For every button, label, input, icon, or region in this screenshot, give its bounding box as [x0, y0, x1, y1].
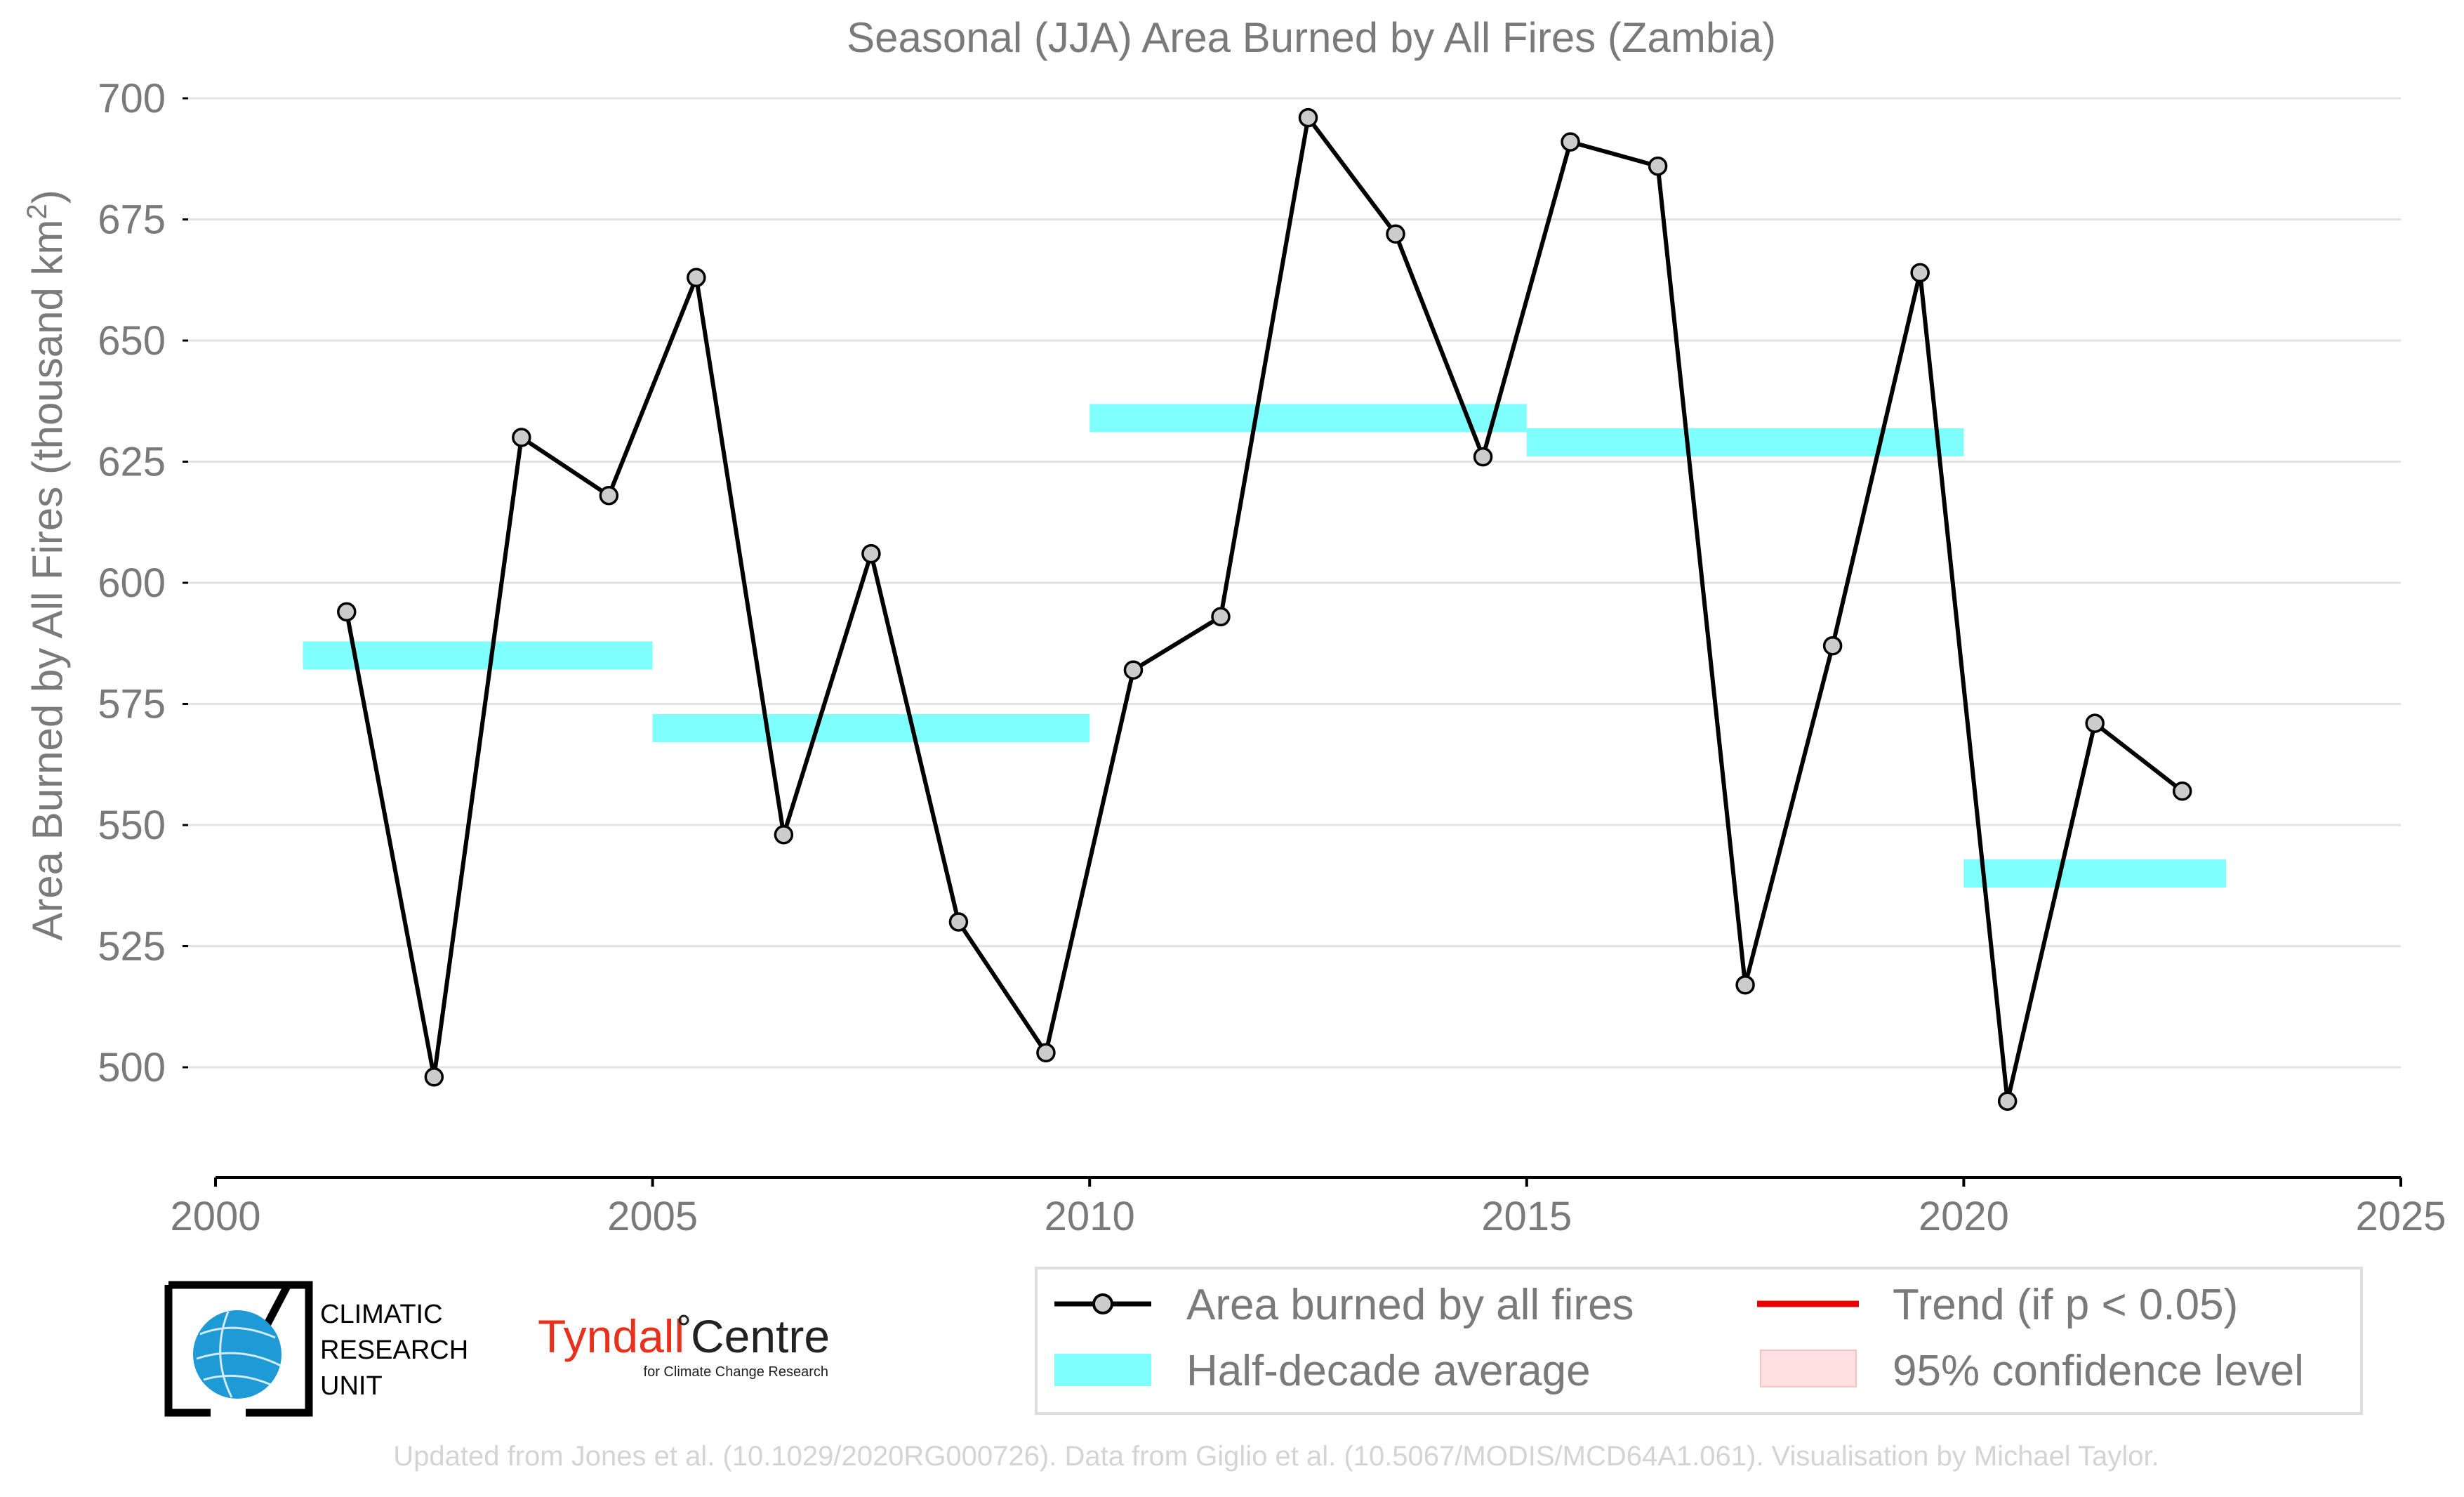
tyndall-degree-mark: [678, 1314, 689, 1326]
data-point: [1735, 975, 1755, 995]
legend-frame: [1035, 1267, 2363, 1415]
y-tick-label: 550: [98, 803, 166, 848]
tyndall-sub-text: for Climate Change Research: [644, 1364, 828, 1380]
half-decade-average-series: [303, 404, 2226, 888]
data-point: [861, 543, 881, 564]
legend-label-trend: Trend (if p < 0.05): [1893, 1281, 2238, 1329]
half-decade-average-bar: [303, 641, 653, 670]
data-point: [1211, 607, 1231, 627]
y-axis-title: Area Burned by All Fires (thousand km2): [22, 190, 71, 940]
x-tick-label: 2000: [170, 1194, 260, 1239]
legend-entry-half-decade: Half-decade average: [1054, 1347, 1591, 1395]
x-tick-label: 2010: [1045, 1194, 1135, 1239]
tyndall-logo: Tyndall Centre for Climate Change Resear…: [538, 1310, 830, 1380]
area-burned-series: [344, 115, 2184, 1104]
tyndall-centre-text: Centre: [691, 1310, 830, 1362]
data-point: [424, 1067, 444, 1087]
data-point: [1822, 635, 1843, 656]
y-tick-label: 500: [98, 1045, 166, 1090]
data-point: [774, 825, 794, 845]
y-tick-label: 575: [98, 682, 166, 727]
cru-text-line-2: RESEARCH: [320, 1336, 468, 1365]
data-point: [1298, 107, 1318, 128]
legend-entry-trend: Trend (if p < 0.05): [1757, 1281, 2238, 1329]
data-point: [1036, 1043, 1056, 1063]
x-tick-label: 2015: [1481, 1194, 1572, 1239]
x-tick-label: 2020: [1919, 1194, 2009, 1239]
cru-logo: CLIMATIC RESEARCH UNIT: [164, 1281, 468, 1417]
y-tick-label: 625: [98, 440, 166, 485]
cru-text-line-3: UNIT: [320, 1371, 383, 1401]
area-burned-markers: [337, 107, 2192, 1112]
half-decade-average-bar: [1963, 859, 2226, 888]
legend-swatch-confidence: [1760, 1350, 1857, 1387]
legend: Area burned by all fires Trend (if p < 0…: [1035, 1267, 2363, 1415]
legend-entry-confidence: 95% confidence level: [1760, 1347, 2304, 1395]
data-point: [512, 428, 531, 447]
tyndall-main-text: Tyndall: [538, 1310, 684, 1362]
y-tick-label: 650: [98, 318, 166, 364]
footer-credits: Updated from Jones et al. (10.1029/2020R…: [393, 1441, 2159, 1472]
data-point: [2172, 781, 2192, 801]
chart-title: Seasonal (JJA) Area Burned by All Fires …: [847, 14, 1776, 61]
half-decade-average-bar: [1089, 404, 1527, 433]
data-point: [599, 486, 619, 506]
y-tick-label: 675: [98, 197, 166, 243]
area-burned-line: [344, 115, 2184, 1104]
x-tick-label: 2025: [2355, 1194, 2446, 1239]
legend-swatch-half-decade: [1054, 1354, 1151, 1386]
legend-label-confidence: 95% confidence level: [1893, 1347, 2304, 1395]
data-point: [1997, 1091, 2018, 1112]
data-point: [1648, 156, 1668, 176]
data-point: [1123, 660, 1144, 680]
half-decade-average-bar: [652, 714, 1090, 742]
data-point: [1386, 224, 1405, 244]
y-axis-ticks: 500 525 550 575 600 625 650 675 700: [98, 76, 188, 1090]
half-decade-average-bar: [1526, 428, 1964, 456]
legend-entry-area-burned: Area burned by all fires: [1054, 1281, 1634, 1329]
data-point: [1561, 132, 1580, 152]
legend-label-area-burned: Area burned by all fires: [1186, 1281, 1634, 1329]
data-point: [2085, 713, 2105, 733]
y-tick-label: 700: [98, 76, 166, 121]
cru-text-line-1: CLIMATIC: [320, 1300, 443, 1329]
y-tick-label: 600: [98, 560, 166, 606]
legend-swatch-marker: [1092, 1293, 1113, 1314]
x-tick-label: 2005: [607, 1194, 698, 1239]
legend-label-half-decade: Half-decade average: [1186, 1347, 1591, 1395]
data-point: [948, 912, 969, 932]
grid-lines: [188, 97, 2401, 1069]
y-tick-label: 525: [98, 924, 166, 970]
data-point: [687, 268, 706, 288]
data-point: [1910, 263, 1930, 283]
data-point: [1473, 447, 1493, 467]
x-axis-ticks: 2000 2005 2010 2015 2020 2025: [170, 1178, 2446, 1239]
data-point: [337, 602, 357, 622]
